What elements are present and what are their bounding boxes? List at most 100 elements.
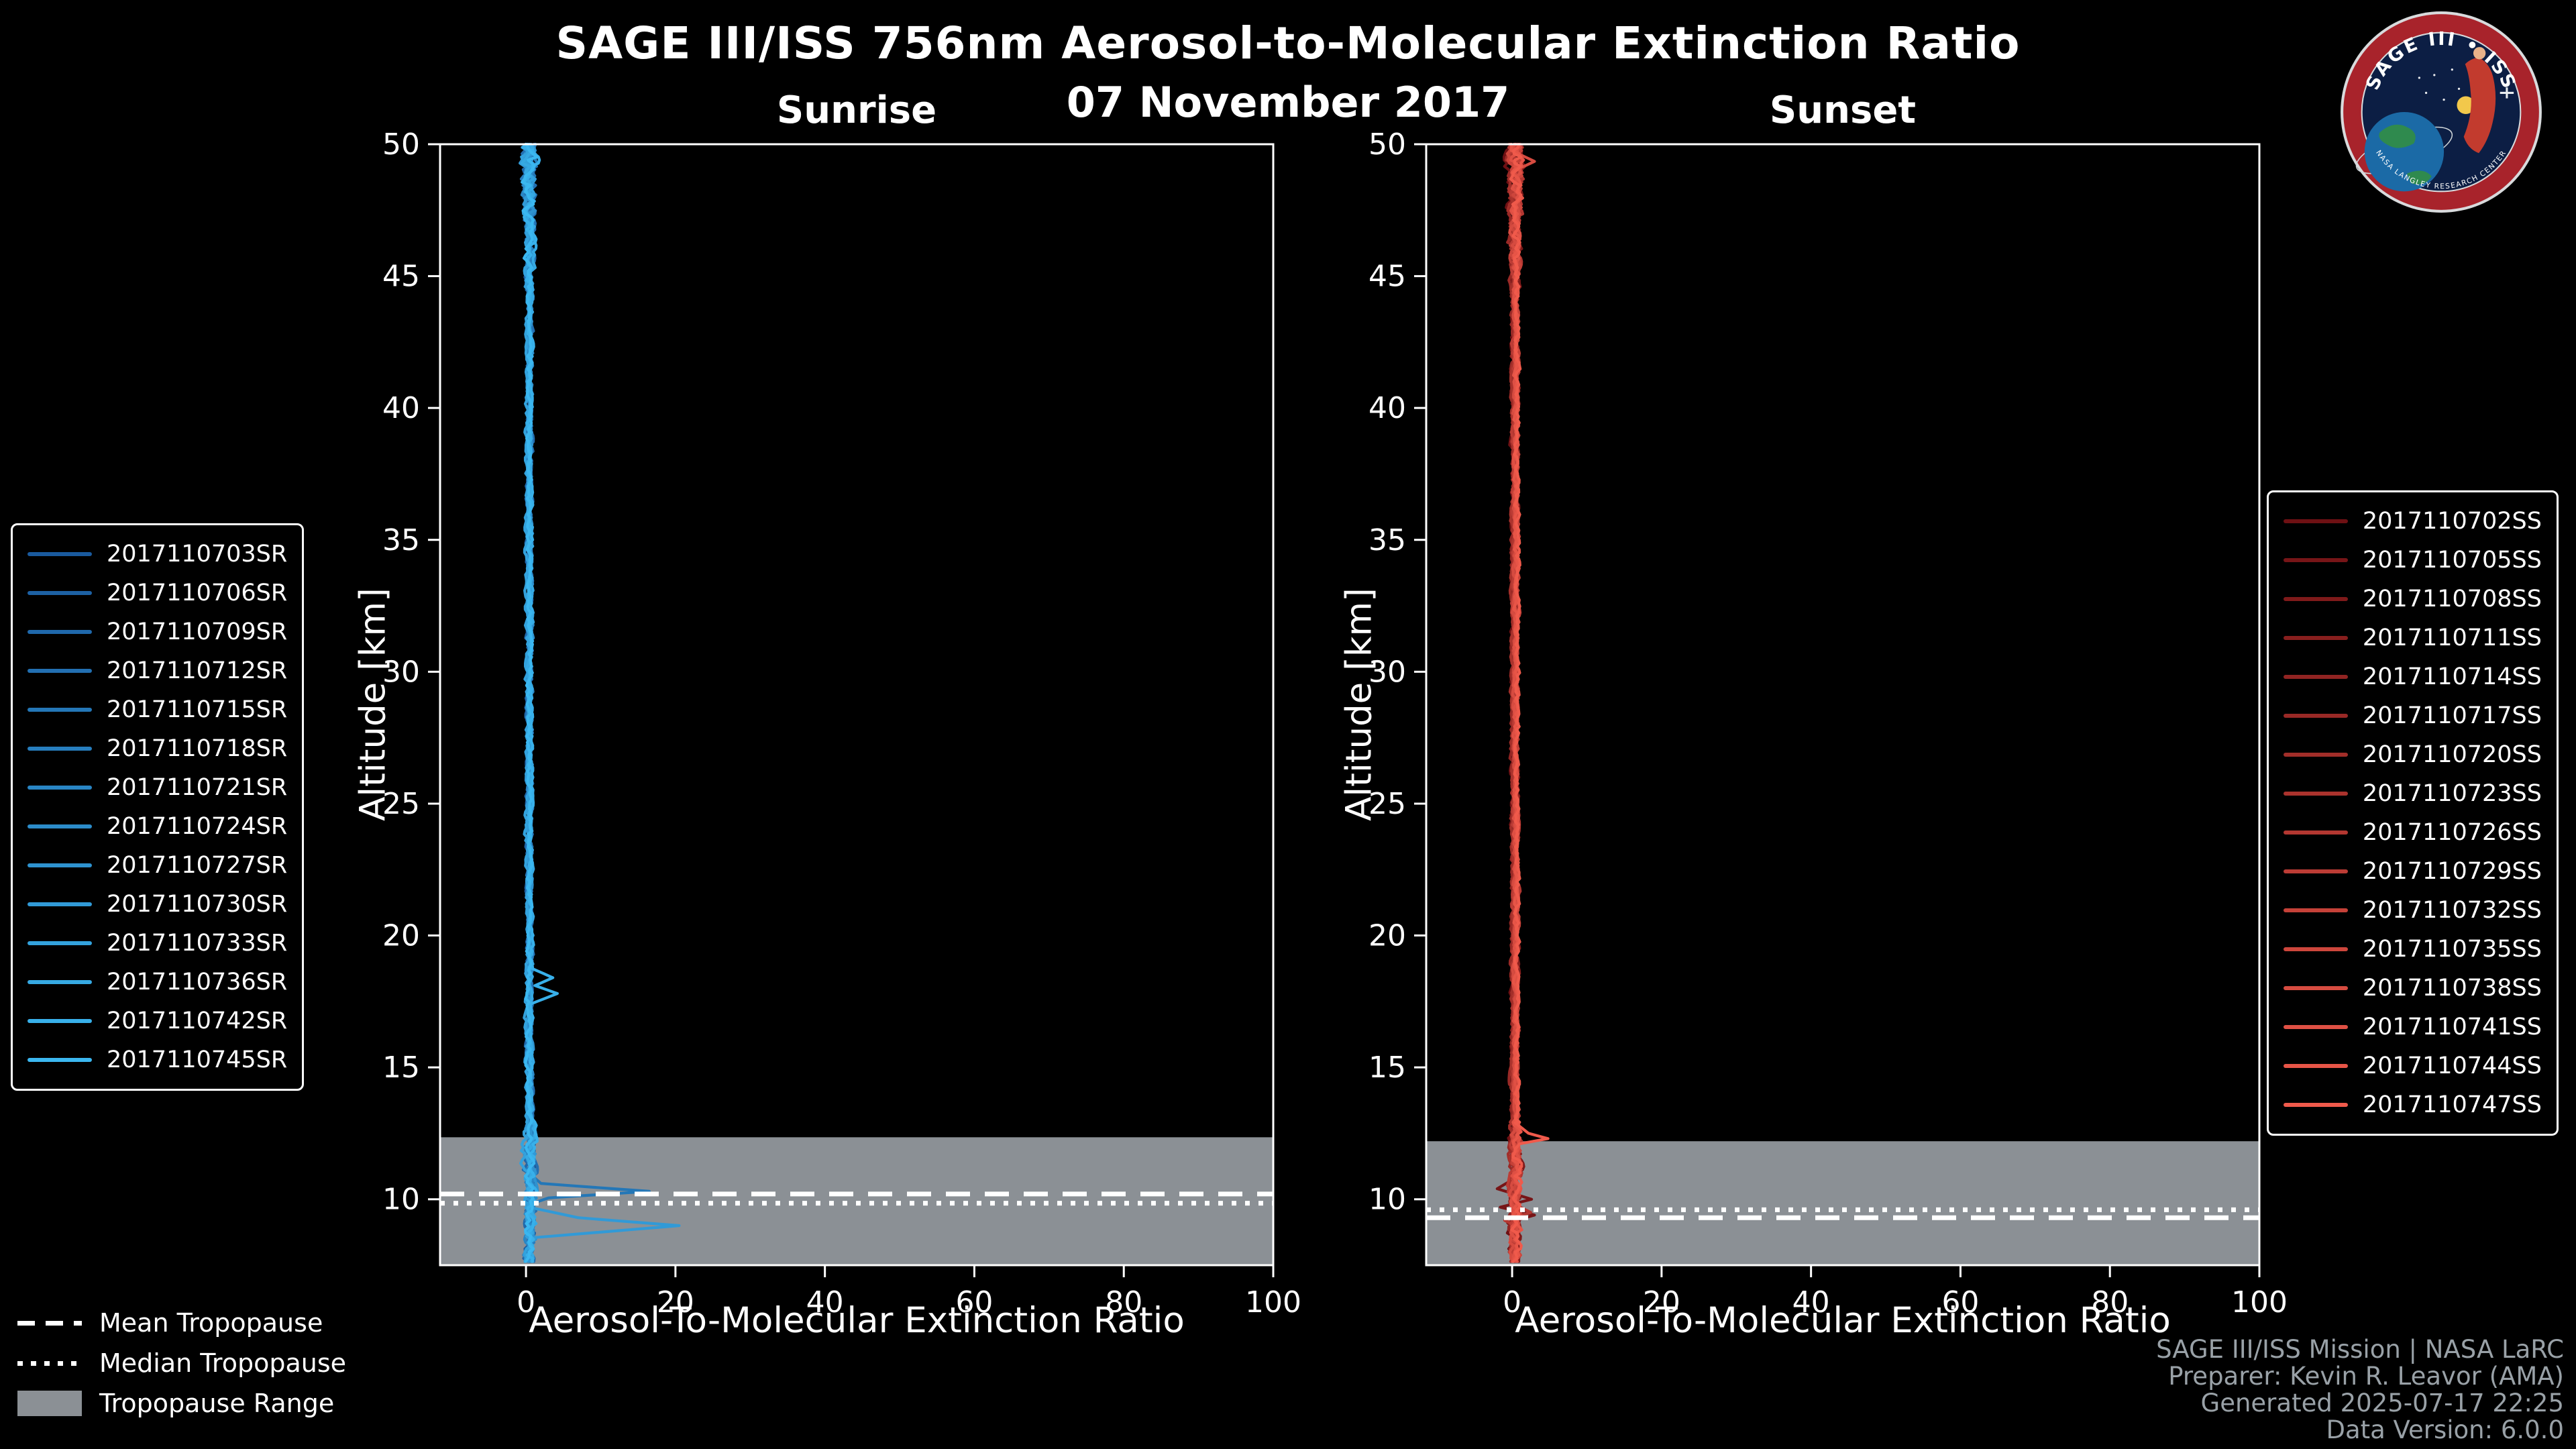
x-tick-label: 80: [2091, 1285, 2129, 1320]
y-tick-label: 15: [1368, 1051, 1406, 1085]
x-tick-label: 60: [1941, 1285, 1979, 1320]
profile-2017110747SS: [1509, 142, 1550, 1263]
legend-label: 2017110726SS: [2362, 819, 2542, 846]
y-tick-label: 30: [382, 655, 420, 689]
legend-line-swatch: [28, 747, 92, 751]
legend-item: 2017110729SS: [2283, 852, 2542, 891]
sun-icon: [2457, 96, 2475, 115]
legend-line-swatch: [2283, 519, 2348, 523]
legend-label: 2017110720SS: [2362, 741, 2542, 768]
legend-line-swatch: [2283, 869, 2348, 873]
legend-line-swatch: [28, 786, 92, 790]
legend-label: 2017110706SR: [107, 580, 288, 606]
legend-line-swatch: [28, 552, 92, 556]
legend-item: 2017110720SS: [2283, 735, 2542, 774]
legend-label: 2017110717SS: [2362, 702, 2542, 729]
legend-label: 2017110742SR: [107, 1008, 288, 1034]
legend-item: 2017110742SR: [28, 1002, 287, 1040]
legend-label: 2017110721SR: [107, 774, 288, 801]
legend-item: 2017110730SR: [28, 885, 287, 924]
x-tick-label: 0: [517, 1285, 535, 1320]
legend-line-swatch: [28, 630, 92, 634]
legend-label: 2017110738SS: [2362, 975, 2542, 1002]
legend-label: 2017110705SS: [2362, 547, 2542, 574]
median-tropopause-legend-item: Median Tropopause: [17, 1348, 346, 1378]
x-tick-label: 80: [1105, 1285, 1142, 1320]
y-axis-label-sunrise: Altitude [km]: [352, 588, 394, 821]
legend-item: 2017110744SS: [2283, 1046, 2542, 1085]
legend-item: 2017110721SR: [28, 768, 287, 807]
credit-generated: Generated 2025-07-17 22:25: [2200, 1389, 2564, 1418]
tropopause-legend: Mean Tropopause Median Tropopause Tropop…: [17, 1308, 346, 1418]
legend-line-swatch: [2283, 1103, 2348, 1107]
y-tick-label: 10: [382, 1183, 420, 1217]
iss-icon: [2500, 87, 2514, 99]
legend-label: 2017110741SS: [2362, 1014, 2542, 1040]
legend-line-swatch: [2283, 1025, 2348, 1029]
legend-line-swatch: [2283, 908, 2348, 912]
legend-item: 2017110718SR: [28, 729, 287, 768]
legend-line-swatch: [2283, 675, 2348, 679]
earth-land: [2379, 124, 2416, 148]
axes-frame: [439, 143, 1275, 1267]
legend-label: 2017110729SS: [2362, 858, 2542, 885]
legend-line-swatch: [28, 669, 92, 673]
legend-item: 2017110738SS: [2283, 969, 2542, 1008]
legend-item: 2017110712SR: [28, 651, 287, 690]
legend-label: 2017110733SR: [107, 930, 288, 957]
y-tick-label: 30: [1368, 655, 1406, 689]
y-tick-label: 25: [1368, 787, 1406, 821]
x-tick-label: 100: [1245, 1285, 1301, 1320]
legend-line-swatch: [28, 708, 92, 712]
legend-item: 2017110741SS: [2283, 1008, 2542, 1046]
legend-item: 2017110726SS: [2283, 813, 2542, 852]
legend-label: 2017110730SR: [107, 891, 288, 918]
legend-line-swatch: [28, 863, 92, 867]
credits-block: SAGE III/ISS Mission | NASA LaRC Prepare…: [2156, 1336, 2564, 1444]
y-tick-label: 25: [382, 787, 420, 821]
range-box-swatch: [17, 1391, 82, 1416]
legend-label: 2017110711SS: [2362, 625, 2542, 651]
legend-item: 2017110745SR: [28, 1040, 287, 1079]
legend-line-swatch: [2283, 830, 2348, 835]
panel-title-sunset: Sunset: [1769, 89, 1917, 132]
y-tick-label: 15: [382, 1051, 420, 1085]
legend-item: 2017110735SS: [2283, 930, 2542, 969]
x-tick-label: 20: [1643, 1285, 1680, 1320]
muse-head: [2473, 47, 2486, 60]
y-tick-label: 45: [1368, 260, 1406, 294]
legend-item: 2017110714SS: [2283, 657, 2542, 696]
legend-label: 2017110712SR: [107, 657, 288, 684]
panel-sunrise: 0 20 40 60 80 100 10 15 20 25 30 35 40 45 50: [382, 127, 1301, 1320]
legend-line-swatch: [2283, 636, 2348, 640]
legend-item: 2017110727SR: [28, 846, 287, 885]
y-tick-label: 40: [1368, 391, 1406, 425]
legend-line-swatch: [2283, 947, 2348, 951]
x-tick-label: 40: [1792, 1285, 1830, 1320]
x-tick-label: 60: [955, 1285, 993, 1320]
legend-line-swatch: [28, 824, 92, 828]
legend-line-swatch: [2283, 597, 2348, 601]
y-tick-label: 20: [1368, 919, 1406, 953]
y-tick-label: 45: [382, 260, 420, 294]
legend-line-swatch: [2283, 1064, 2348, 1068]
legend-item: 2017110711SS: [2283, 619, 2542, 657]
legend-label: 2017110736SR: [107, 969, 288, 996]
y-tick-label: 35: [382, 523, 420, 557]
legend-line-swatch: [2283, 558, 2348, 562]
legend-line-swatch: [2283, 792, 2348, 796]
stars: [2418, 68, 2461, 101]
legend-label: 2017110747SS: [2362, 1091, 2542, 1118]
median-tropopause-label: Median Tropopause: [99, 1348, 346, 1378]
legend-line-swatch: [2283, 986, 2348, 990]
legend-label: 2017110723SS: [2362, 780, 2542, 807]
panel-sunset: 0 20 40 60 80 100 10 15 20 25 30 35 40 45 50: [1368, 127, 2288, 1320]
y-tick-label: 40: [382, 391, 420, 425]
sunset-series-legend: 2017110702SS 2017110705SS 2017110708SS 2017…: [2266, 490, 2559, 1136]
panel-title-sunrise: Sunrise: [776, 89, 937, 132]
tropopause-range-band: [1426, 1141, 2259, 1265]
legend-item: 2017110709SR: [28, 612, 287, 651]
legend-line-swatch: [28, 902, 92, 906]
figure-title: SAGE III/ISS 756nm Aerosol-to-Molecular …: [555, 17, 2021, 69]
legend-line-swatch: [28, 941, 92, 945]
